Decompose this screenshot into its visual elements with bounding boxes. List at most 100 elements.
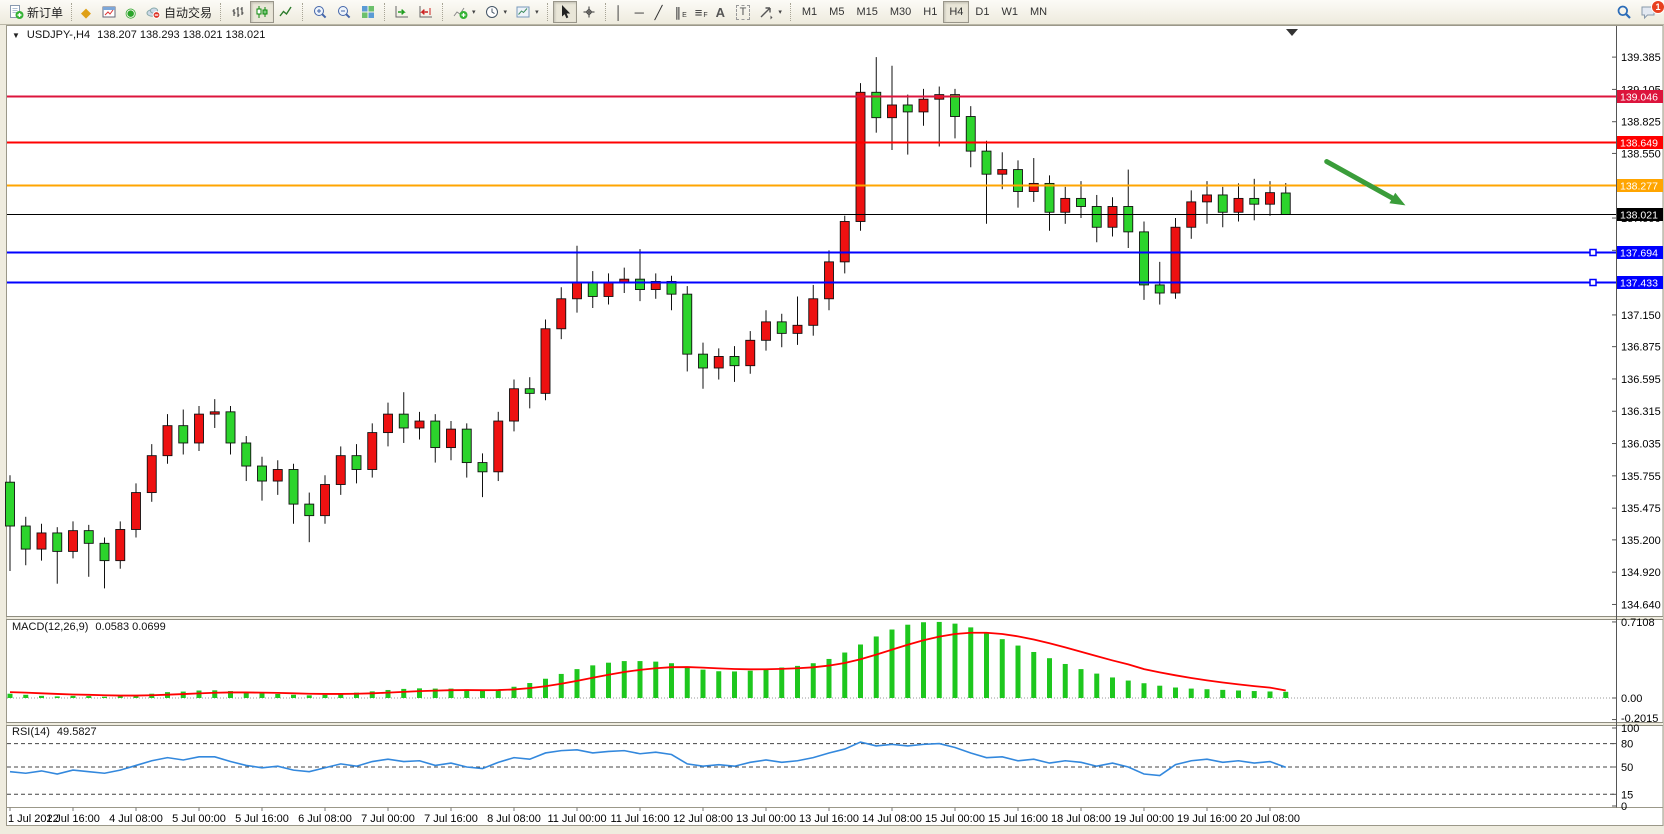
hlines-layer[interactable]: 139.046 138.649 138.277 138.021 137.694 137.4…: [7, 90, 1663, 290]
macd-histogram-bar: [1188, 688, 1194, 698]
auto-scroll-icon: [395, 6, 409, 18]
line-chart-button[interactable]: [274, 1, 298, 23]
candles-chart-button[interactable]: [250, 1, 275, 23]
chart-shift-marker-icon[interactable]: [1286, 29, 1298, 36]
line-chart-icon: [279, 6, 292, 17]
rsi-label: RSI(14) 49.5827: [12, 726, 97, 738]
timeframe-mn-button[interactable]: MN: [1024, 1, 1053, 23]
macd-histogram-bar: [653, 661, 659, 698]
chart-shift-button[interactable]: [414, 1, 438, 23]
zoom-out-button[interactable]: [332, 1, 356, 23]
macd-signal-line: [9, 631, 1286, 697]
macd-histogram-bar: [1141, 683, 1147, 698]
new-order-button[interactable]: 新订单: [4, 1, 67, 23]
candles-layer[interactable]: [5, 57, 1291, 589]
macd-histogram-bar: [1062, 663, 1068, 698]
timeframe-w1-button[interactable]: W1: [995, 1, 1024, 23]
chat-button[interactable]: 1: [1636, 0, 1664, 23]
macd-histogram-bar: [795, 665, 800, 698]
trendline-button[interactable]: ╱: [651, 1, 671, 23]
price-tick-label: 134.920: [1621, 567, 1661, 579]
search-button[interactable]: [1612, 1, 1636, 23]
panel-separator[interactable]: [6, 722, 1664, 725]
macd-histogram-bar: [889, 629, 895, 698]
time-tick-label: 14 Jul 08:00: [862, 813, 922, 825]
cursor-button[interactable]: [552, 1, 577, 23]
text-label-icon: T: [735, 4, 751, 20]
crosshair-button[interactable]: [577, 1, 601, 23]
candle-down: [1154, 284, 1165, 294]
timeframe-m1-button[interactable]: M1: [796, 1, 823, 23]
autotrading-button[interactable]: 自动交易: [141, 1, 216, 23]
cursor-icon: [561, 5, 570, 19]
candle-down: [178, 425, 189, 444]
macd-histogram-bar: [464, 689, 470, 698]
macd-panel[interactable]: 0.7108 0.00 -0.2015: [7, 617, 1658, 725]
channel-button[interactable]: ∥ E: [671, 1, 691, 23]
candle-down: [1280, 192, 1291, 215]
candle-up: [855, 91, 866, 222]
macd-histogram-bar: [1157, 685, 1163, 698]
candle-up: [1028, 182, 1039, 192]
timeframe-h4-button[interactable]: H4: [943, 1, 970, 23]
fibonacci-sub-label: F: [703, 11, 708, 19]
macd-histogram-bar: [1283, 691, 1289, 698]
horizontal-line-button[interactable]: ─: [631, 1, 651, 23]
candle-down: [1013, 169, 1023, 192]
timeframe-h1-button[interactable]: H1: [917, 1, 943, 23]
periods-button[interactable]: ▾: [480, 1, 512, 23]
macd-histogram-bar: [1031, 651, 1037, 698]
candle-up: [68, 530, 78, 552]
candle-down: [20, 525, 31, 550]
tester-button[interactable]: [97, 1, 121, 23]
candle-up: [194, 413, 204, 444]
auto-scroll-button[interactable]: [390, 1, 414, 23]
metaeditor-button[interactable]: ◆: [77, 1, 97, 23]
panel-separator[interactable]: [6, 616, 1664, 619]
chart-canvas[interactable]: 139.385139.105138.825138.550138.270137.9…: [0, 25, 1664, 834]
tile-windows-button[interactable]: [356, 1, 380, 23]
macd-histogram-bar: [1173, 687, 1178, 698]
time-tick-label: 6 Jul 08:00: [298, 813, 352, 825]
autotrading-label: 自动交易: [164, 5, 213, 20]
notification-badge[interactable]: 1: [1651, 0, 1664, 14]
candle-down: [304, 503, 315, 517]
candle-down: [1123, 206, 1134, 233]
time-tick-label: 12 Jul 08:00: [673, 813, 733, 825]
timeframe-d1-button[interactable]: D1: [969, 1, 995, 23]
rsi-panel[interactable]: 100 80 50 150: [7, 723, 1639, 813]
zoom-in-button[interactable]: [308, 1, 332, 23]
templates-button[interactable]: ▾: [511, 1, 543, 23]
signals-button[interactable]: ◉: [121, 1, 141, 23]
rsi-name: RSI(14): [12, 726, 50, 738]
line-handle[interactable]: [1589, 278, 1597, 287]
text-button[interactable]: A: [712, 1, 732, 23]
candle-down: [776, 321, 787, 334]
rsi-tick-label: 0: [1621, 801, 1627, 813]
dropdown-caret-icon: ▾: [472, 9, 476, 16]
arrows-button[interactable]: ▾: [754, 1, 786, 23]
macd-histogram-bar: [401, 688, 407, 698]
line-handle[interactable]: [1589, 248, 1597, 257]
bars-chart-button[interactable]: [226, 1, 250, 23]
macd-histogram-bar: [1047, 658, 1052, 698]
macd-histogram-bar: [1125, 680, 1131, 698]
timeframe-m5-button[interactable]: M5: [823, 1, 850, 23]
text-label-button[interactable]: T: [732, 1, 755, 23]
time-tick-label: 15 Jul 00:00: [925, 813, 985, 825]
metaeditor-icon: ◆: [81, 4, 92, 20]
indicators-button[interactable]: ▾: [448, 1, 480, 23]
vertical-line-button[interactable]: │: [611, 1, 631, 23]
macd-histogram-bar: [495, 689, 501, 698]
candle-down: [1249, 197, 1260, 205]
chart-dropdown-icon[interactable]: ▼: [12, 30, 20, 40]
candle-down: [52, 532, 63, 552]
trend-arrow-annotation[interactable]: [1324, 159, 1395, 201]
timeframe-m30-button[interactable]: M30: [884, 1, 917, 23]
fibonacci-button[interactable]: ≡ F: [691, 1, 712, 23]
macd-histogram-bar: [1015, 645, 1021, 698]
rsi-tick-label: 15: [1621, 789, 1633, 801]
timeframe-m15-button[interactable]: M15: [850, 1, 883, 23]
candle-up: [761, 321, 771, 341]
